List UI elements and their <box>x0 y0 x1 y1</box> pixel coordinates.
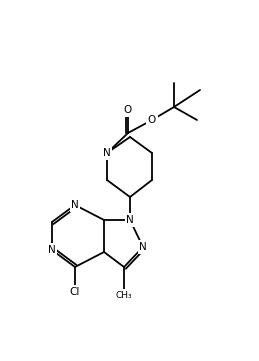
Text: O: O <box>124 105 132 115</box>
Text: O: O <box>148 115 156 125</box>
Text: N: N <box>126 215 134 225</box>
Text: N: N <box>71 200 79 210</box>
Text: Cl: Cl <box>70 287 80 297</box>
Text: N: N <box>48 245 56 255</box>
Text: N: N <box>103 148 111 158</box>
Text: CH₃: CH₃ <box>116 291 132 300</box>
Text: N: N <box>139 242 147 252</box>
